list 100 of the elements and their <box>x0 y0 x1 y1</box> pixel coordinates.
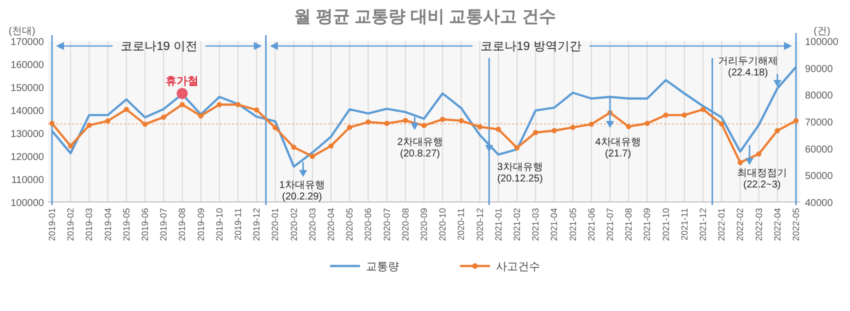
annotation: 1차대유행 (20.2.29) <box>279 180 325 202</box>
point <box>663 112 668 118</box>
point <box>198 113 204 118</box>
point <box>626 124 632 130</box>
y-tick-label: 100000 <box>10 198 44 209</box>
y2-tick-label: 90000 <box>805 64 834 75</box>
y-tick-label: 160000 <box>10 60 44 71</box>
y2-tick-label: 50000 <box>805 171 834 182</box>
x-tick-label: 2020-06 <box>363 208 374 242</box>
point <box>719 121 724 127</box>
y2-tick-label: 100000 <box>805 37 839 48</box>
point <box>180 102 185 108</box>
point <box>254 107 260 113</box>
point <box>328 143 334 149</box>
annotation: 4차대유행 (21.7) <box>595 137 641 160</box>
point <box>774 128 780 134</box>
point <box>310 154 315 159</box>
x-tick-label: 2022-02 <box>735 208 746 242</box>
point <box>588 122 594 127</box>
annotation: 최대정점기 (22.2~3) <box>737 168 787 190</box>
point <box>682 112 687 118</box>
point <box>738 160 743 166</box>
annotation: 거리두기해제 (22.4.18) <box>718 56 778 78</box>
x-tick-label: 2019-11 <box>233 208 243 240</box>
x-tick-label: 2020-11 <box>456 208 466 240</box>
x-tick-label: 2019-05 <box>121 208 132 242</box>
x-tick-label: 2021-04 <box>549 208 560 242</box>
point <box>496 126 501 132</box>
point <box>366 119 371 125</box>
x-tick-label: 2019-07 <box>158 208 169 242</box>
x-tick-label: 2021-03 <box>530 208 541 242</box>
x-tick-label: 2020-03 <box>307 208 318 242</box>
x-tick-label: 2019-08 <box>177 208 188 242</box>
point <box>552 128 557 134</box>
x-tick-label: 2020-01 <box>270 208 280 242</box>
y-tick-label: 170000 <box>10 37 44 48</box>
point <box>421 122 427 128</box>
point <box>142 122 148 127</box>
legend-label: 사고건수 <box>496 261 540 273</box>
x-tick-label: 2020-10 <box>438 208 448 242</box>
x-tick-label: 2022-04 <box>772 208 782 242</box>
point <box>105 118 110 124</box>
x-tick-label: 2022-05 <box>791 208 801 242</box>
y-tick-label: 110000 <box>11 175 44 186</box>
x-tick-label: 2020-07 <box>382 208 392 242</box>
point <box>235 102 241 108</box>
point <box>644 120 650 126</box>
point <box>793 118 799 124</box>
y-tick-label: 130000 <box>10 129 44 140</box>
point <box>384 120 390 126</box>
x-tick-label: 2021-07 <box>605 208 615 242</box>
x-tick-label: 2019-12 <box>252 208 262 242</box>
x-tick-label: 2019-04 <box>102 208 113 242</box>
y2-axis-title: (건) <box>814 26 830 37</box>
x-tick-label: 2019-03 <box>84 208 94 242</box>
x-tick-label: 2020-05 <box>344 208 355 242</box>
x-tick-label: 2021-08 <box>624 208 634 242</box>
y2-tick-label: 60000 <box>805 144 834 156</box>
point <box>402 118 408 124</box>
point <box>570 124 576 130</box>
series-label: 휴가철 <box>166 75 199 88</box>
point <box>756 151 762 157</box>
x-tick-label: 2021-11 <box>679 208 690 240</box>
annotation: 3차대유행 (20.12.25) <box>497 162 543 184</box>
point <box>291 144 296 150</box>
y2-tick-label: 80000 <box>805 90 834 102</box>
x-tick-label: 2020-08 <box>400 208 410 242</box>
point <box>440 116 446 122</box>
y-tick-label: 150000 <box>10 83 44 94</box>
x-tick-label: 2019-01 <box>47 208 57 242</box>
x-tick-label: 2020-02 <box>288 208 299 242</box>
x-tick-label: 2019-06 <box>140 208 150 242</box>
annotation: 2차대유행 (20.8.27) <box>397 137 443 160</box>
point <box>700 106 706 112</box>
x-tick-label: 2020-04 <box>326 208 336 242</box>
annotation: 코로나19 방역기간 <box>480 39 582 53</box>
point <box>49 120 55 126</box>
x-tick-label: 2021-01 <box>493 208 504 242</box>
point <box>68 143 74 149</box>
x-tick-label: 2021-02 <box>512 208 522 242</box>
point <box>477 124 482 130</box>
point <box>124 106 129 112</box>
point <box>161 114 166 120</box>
point <box>458 118 464 124</box>
y2-tick-label: 70000 <box>805 118 834 128</box>
x-tick-label: 2021-06 <box>586 208 596 242</box>
y-tick-label: 140000 <box>10 106 44 117</box>
annotation: 코로나19 이전 <box>120 39 198 53</box>
x-tick-label: 2022-01 <box>716 208 727 242</box>
y-tick-label: 120000 <box>10 152 44 163</box>
chart-title: 월 평균 교통량 대비 교통사고 건수 <box>294 7 556 26</box>
point <box>514 145 520 150</box>
legend-label: 교통량 <box>366 261 399 273</box>
point <box>272 125 278 130</box>
x-tick-label: 2020-09 <box>419 208 429 242</box>
x-tick-label: 2019-10 <box>214 208 224 242</box>
x-tick-label: 2019-09 <box>196 208 206 242</box>
point <box>86 122 92 128</box>
x-tick-label: 2020-12 <box>474 208 485 242</box>
x-tick-label: 2019-02 <box>66 208 76 242</box>
